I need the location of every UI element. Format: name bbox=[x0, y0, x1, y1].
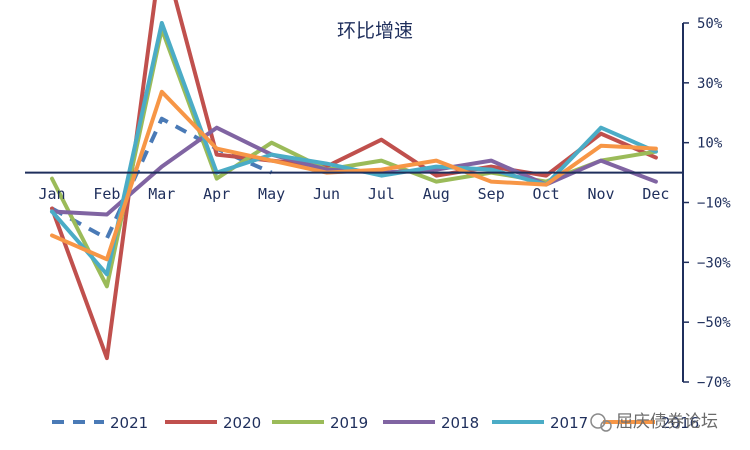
legend-label-2018: 2018 bbox=[441, 414, 479, 432]
x-tick-label: Apr bbox=[203, 185, 230, 203]
wechat-icon bbox=[590, 413, 606, 429]
y-tick-label: 30% bbox=[697, 76, 723, 92]
legend-label-2020: 2020 bbox=[223, 414, 261, 432]
series-line-2016 bbox=[50, 89, 658, 262]
chart-title: 环比增速 bbox=[337, 20, 413, 42]
x-tick-label: Jul bbox=[368, 185, 395, 203]
y-tick-label: −10% bbox=[697, 196, 731, 212]
y-tick-label: −30% bbox=[697, 255, 731, 271]
y-tick-label: 10% bbox=[697, 136, 723, 152]
legend-label-2017: 2017 bbox=[550, 414, 588, 432]
y-tick-label: 50% bbox=[697, 16, 723, 32]
y-tick-label: −70% bbox=[697, 375, 731, 391]
legend: 2021 2020 2019 2018 2017 2016 bbox=[52, 414, 699, 432]
y-axis-ticks: 50% 30% 10% −10% −30% −50% −70% bbox=[683, 16, 731, 391]
legend-label-2021: 2021 bbox=[110, 414, 148, 432]
x-tick-label: Feb bbox=[93, 185, 120, 203]
x-tick-label: Sep bbox=[478, 185, 505, 203]
wechat-icon-bubble bbox=[600, 420, 612, 432]
x-tick-label: Nov bbox=[587, 185, 614, 203]
watermark: 屈庆债券论坛 bbox=[590, 412, 718, 432]
series-line-2020 bbox=[50, 0, 658, 361]
x-axis-ticks: Jan Feb Mar Apr May Jun Jul Aug Sep Oct Nov Dec bbox=[38, 185, 669, 203]
x-tick-label: Mar bbox=[148, 185, 175, 203]
watermark-text: 屈庆债券论坛 bbox=[616, 412, 718, 432]
x-tick-label: Jan bbox=[38, 185, 65, 203]
legend-label-2019: 2019 bbox=[330, 414, 368, 432]
y-tick-label: −50% bbox=[697, 315, 731, 331]
legend-label-2016: 2016 bbox=[661, 414, 699, 432]
series-lines bbox=[50, 0, 658, 361]
x-tick-label: Dec bbox=[642, 185, 669, 203]
x-tick-label: May bbox=[258, 185, 285, 203]
x-tick-label: Aug bbox=[423, 185, 450, 203]
x-tick-label: Jun bbox=[313, 185, 340, 203]
x-tick-label: Oct bbox=[533, 185, 560, 203]
